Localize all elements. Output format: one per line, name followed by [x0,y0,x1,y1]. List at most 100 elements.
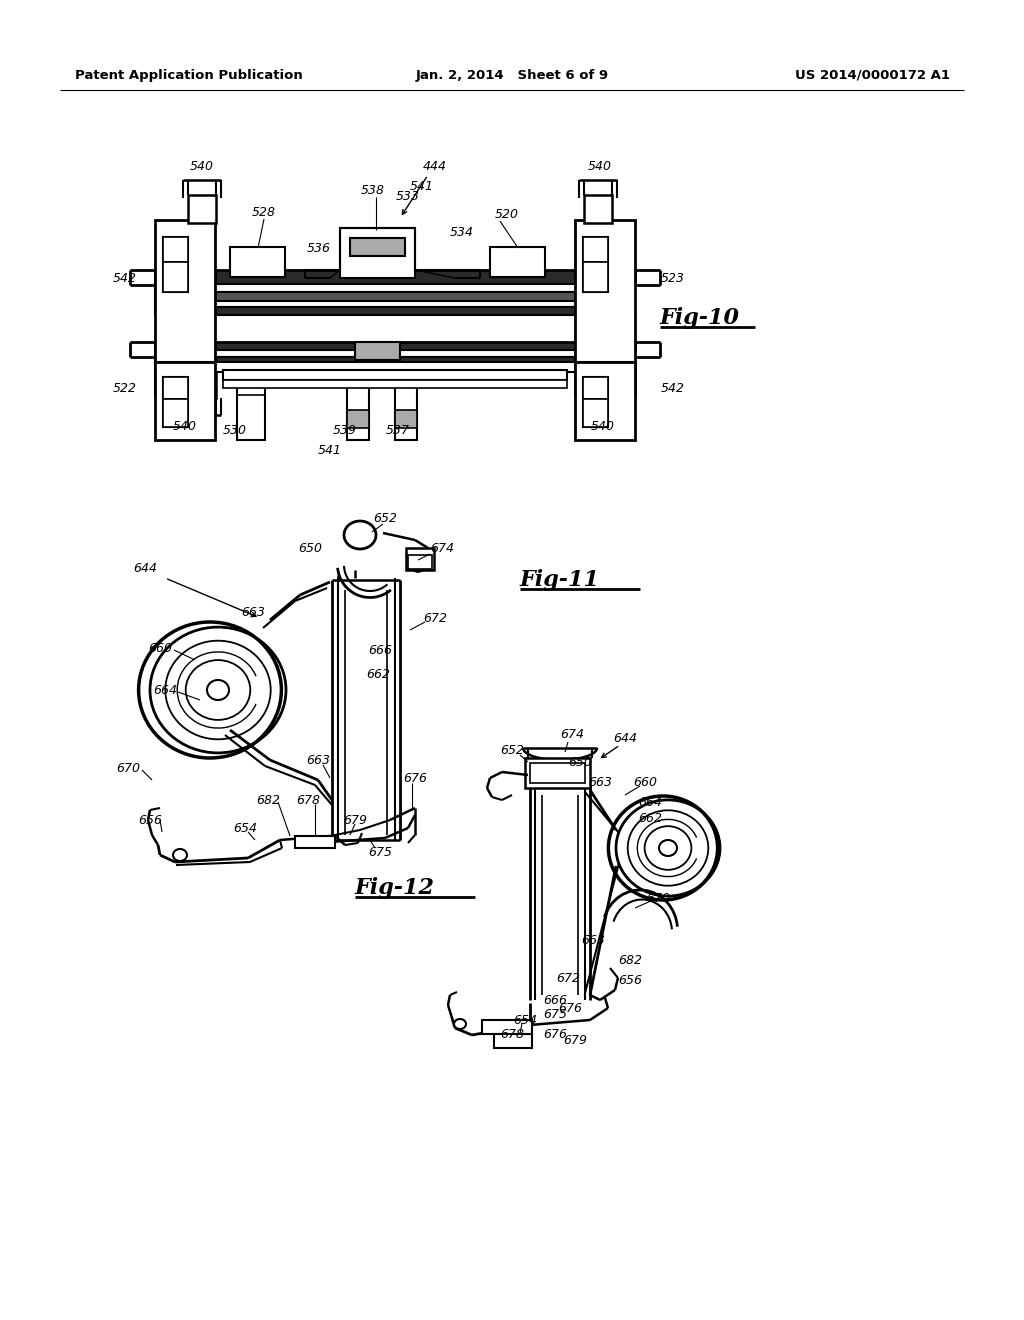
Bar [155,342,635,350]
Text: 666: 666 [368,644,392,656]
Text: Fig-11: Fig-11 [520,569,600,591]
Text: 650: 650 [568,755,592,768]
Text: 542: 542 [662,381,685,395]
Bar [350,238,406,256]
Bar [355,342,400,360]
Text: 676: 676 [558,1002,582,1015]
Bar [155,284,635,292]
Text: 541: 541 [318,444,342,457]
Bar [530,763,585,783]
Text: 678: 678 [296,793,319,807]
Text: 656: 656 [138,813,162,826]
Bar [188,370,216,399]
Ellipse shape [659,840,677,855]
Text: 679: 679 [563,1034,587,1047]
Bar [223,380,567,388]
Text: 520: 520 [495,209,519,222]
Text: 652: 652 [373,511,397,524]
Text: 674: 674 [430,541,454,554]
Bar [395,370,417,440]
Text: 542: 542 [113,272,137,285]
Bar [155,350,635,356]
Bar [340,228,415,279]
Bar [408,554,432,569]
Bar [155,308,635,315]
Bar [155,362,215,440]
Text: 522: 522 [113,381,137,395]
Text: 664: 664 [153,684,177,697]
Text: 540: 540 [591,421,615,433]
Text: 534: 534 [450,226,474,239]
Bar [406,548,434,570]
Ellipse shape [207,680,229,700]
Text: 682: 682 [256,793,280,807]
Bar [494,1034,532,1048]
Bar [584,370,612,399]
Bar [155,356,635,366]
Bar [575,362,635,440]
Text: 644: 644 [133,561,157,574]
Bar [155,362,635,372]
Text: 666: 666 [543,994,567,1006]
Bar [482,1020,532,1034]
Text: 541: 541 [410,180,434,193]
Bar [525,758,590,788]
Text: 663: 663 [588,776,612,788]
Text: 676: 676 [543,1028,567,1041]
Text: 540: 540 [588,160,612,173]
Bar [583,261,608,292]
Bar [163,238,188,292]
Text: 540: 540 [173,421,197,433]
Text: 523: 523 [662,272,685,285]
Text: 654: 654 [233,821,257,834]
Text: 663: 663 [241,606,265,619]
Text: Jan. 2, 2014   Sheet 6 of 9: Jan. 2, 2014 Sheet 6 of 9 [416,69,608,82]
Text: 670: 670 [116,762,140,775]
Text: 539: 539 [333,424,357,437]
Text: 537: 537 [386,424,410,437]
Text: 652: 652 [500,743,524,756]
Text: 444: 444 [423,161,447,173]
Bar [575,220,635,395]
Text: 679: 679 [343,813,367,826]
Text: 674: 674 [560,729,584,742]
Text: Patent Application Publication: Patent Application Publication [75,69,303,82]
Text: 644: 644 [613,731,637,744]
Bar [163,378,188,399]
Text: 540: 540 [190,160,214,173]
Text: 676: 676 [403,771,427,784]
Ellipse shape [454,1019,466,1030]
Bar [583,378,608,399]
Bar [347,411,369,428]
Bar [395,411,417,428]
Ellipse shape [173,849,187,861]
Text: 675: 675 [368,846,392,859]
Bar [163,238,188,261]
Bar [163,261,188,292]
Text: 663: 663 [581,933,605,946]
Text: 682: 682 [618,953,642,966]
Text: 670: 670 [646,891,670,904]
Text: Fig-12: Fig-12 [355,876,435,899]
Text: 664: 664 [638,796,662,808]
Text: 675: 675 [543,1008,567,1022]
Bar [163,399,188,426]
Bar [583,399,608,426]
Text: 662: 662 [638,812,662,825]
Text: US 2014/0000172 A1: US 2014/0000172 A1 [795,69,950,82]
Text: 650: 650 [298,541,322,554]
Bar [583,238,608,292]
Text: 662: 662 [366,668,390,681]
Bar [583,378,608,426]
Bar [155,220,215,395]
Text: 678: 678 [500,1028,524,1041]
Text: 660: 660 [633,776,657,788]
Text: 528: 528 [252,206,276,219]
Text: 536: 536 [307,242,331,255]
Bar [188,195,216,223]
Text: 672: 672 [556,972,580,985]
Text: 533: 533 [396,190,420,203]
Bar [230,247,285,277]
Bar [295,836,335,847]
Text: 530: 530 [223,424,247,437]
